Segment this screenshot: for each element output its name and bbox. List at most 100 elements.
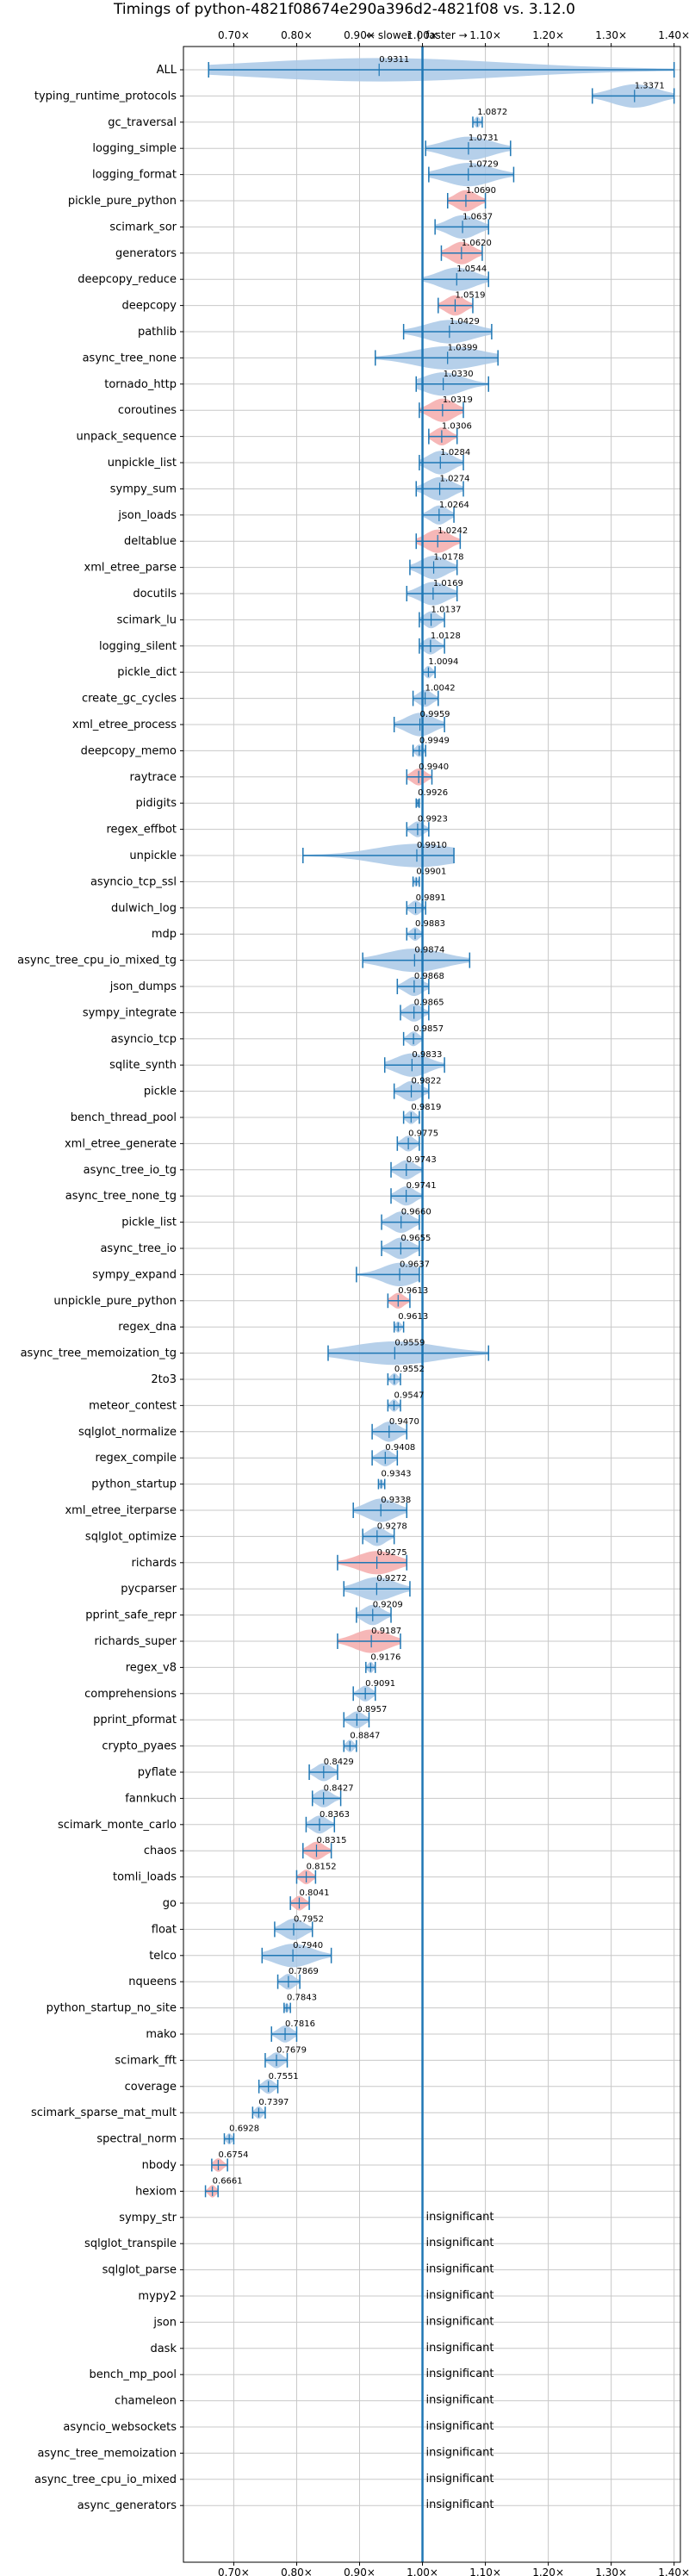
benchmark-label: async_tree_cpu_io_mixed <box>34 2473 177 2486</box>
value-label: 1.0620 <box>462 239 492 248</box>
value-labels: 0.9311 1.3371 1.0872 1.0731 1.0729 1.0690 1.06… <box>213 55 665 2511</box>
direction-indicator: ← slower | faster → <box>366 29 468 41</box>
benchmark-label: xml_etree_process <box>72 719 177 731</box>
insignificant-label: insignificant <box>426 2368 494 2380</box>
benchmark-label: go <box>163 1897 177 1910</box>
benchmark-label: python_startup <box>91 1478 177 1491</box>
benchmark-label: pprint_safe_repr <box>85 1609 177 1622</box>
benchmark-label: tornado_http <box>104 378 177 391</box>
insignificant-label: insignificant <box>426 2498 494 2511</box>
benchmark-label: json_dumps <box>109 980 177 993</box>
benchmark-label: pycparser <box>121 1583 177 1596</box>
benchmark-label: float <box>152 1923 177 1936</box>
benchmark-label: unpickle <box>129 849 177 862</box>
value-label: 0.8152 <box>307 1863 337 1872</box>
benchmark-label: pathlib <box>138 326 177 339</box>
x-tick-label-top: 1.20× <box>532 29 564 41</box>
benchmark-label: async_tree_io <box>100 1242 177 1255</box>
value-label: 0.9343 <box>382 1470 412 1479</box>
value-label: 0.9959 <box>420 710 450 719</box>
value-label: 1.0169 <box>433 579 463 588</box>
benchmark-label: regex_v8 <box>126 1661 177 1674</box>
benchmark-label: coroutines <box>118 404 177 417</box>
benchmark-label: scimark_lu <box>117 613 177 626</box>
value-label: 1.0399 <box>448 343 478 352</box>
insignificant-label: insignificant <box>426 2263 494 2276</box>
benchmark-label: async_tree_cpu_io_mixed_tg <box>17 955 177 968</box>
chart-title: Timings of python-4821f08674e290a396d2-4… <box>113 1 575 18</box>
value-label: 0.9883 <box>415 919 445 929</box>
value-label: 1.0042 <box>425 684 456 694</box>
x-tick-label-top: 1.10× <box>469 29 501 41</box>
value-label: 0.9187 <box>371 1627 401 1636</box>
value-label: 0.9949 <box>419 736 450 745</box>
insignificant-label: insignificant <box>426 2420 494 2433</box>
benchmark-label: unpickle_pure_python <box>53 1295 177 1308</box>
value-label: 0.9926 <box>418 788 448 798</box>
value-label: 0.9857 <box>413 1024 444 1034</box>
value-label: 0.9613 <box>398 1286 428 1296</box>
value-label: 0.9891 <box>416 893 446 903</box>
insignificant-label: insignificant <box>426 2473 494 2486</box>
value-label: 1.0128 <box>431 632 461 641</box>
value-label: 0.8957 <box>357 1705 387 1714</box>
x-tick-label-bottom: 1.30× <box>595 2567 627 2576</box>
x-tick-label-bottom: 0.80× <box>281 2567 313 2576</box>
benchmark-label: async_tree_none_tg <box>65 1190 177 1203</box>
benchmark-label: sqlglot_transpile <box>84 2237 177 2250</box>
benchmark-label: scimark_sparse_mat_mult <box>31 2106 177 2119</box>
x-tick-label-bottom: 1.40× <box>658 2567 689 2576</box>
value-label: 0.9275 <box>377 1548 407 1558</box>
value-label: 1.0137 <box>431 605 462 614</box>
value-label: 1.0306 <box>442 422 472 432</box>
benchmark-label: pprint_pformat <box>93 1714 177 1727</box>
x-tick-label-top: 1.30× <box>595 29 627 41</box>
benchmark-label: unpickle_list <box>108 457 177 470</box>
benchmark-label: create_gc_cycles <box>82 693 177 706</box>
value-label: 0.7952 <box>294 1914 324 1924</box>
benchmark-label: json_loads <box>117 509 177 522</box>
benchmark-label: chaos <box>144 1845 177 1857</box>
value-label: 0.7679 <box>276 2045 307 2055</box>
value-label: 0.7816 <box>285 2019 315 2029</box>
value-label: 0.9272 <box>376 1574 407 1584</box>
benchmark-label: deepcopy <box>121 300 177 313</box>
value-label: 0.8429 <box>324 1758 354 1767</box>
value-label: 1.0731 <box>469 134 499 143</box>
value-label: 1.3371 <box>635 81 665 90</box>
x-tick-label-top: 0.90× <box>344 29 376 41</box>
insignificant-label: insignificant <box>426 2315 494 2328</box>
value-label: 0.9865 <box>414 998 444 1007</box>
value-label: 0.9278 <box>377 1521 407 1531</box>
benchmark-label: asyncio_tcp <box>111 1033 177 1046</box>
benchmark-label: asyncio_websockets <box>63 2421 177 2434</box>
value-label: 1.0519 <box>455 291 485 301</box>
benchmark-label: pickle_pure_python <box>68 195 177 208</box>
value-label: 0.9868 <box>414 972 444 981</box>
benchmark-label: meteor_contest <box>89 1399 177 1412</box>
benchmark-label: deepcopy_reduce <box>78 273 177 286</box>
value-label: 1.0242 <box>438 526 468 536</box>
value-label: 0.7551 <box>269 2072 299 2081</box>
value-label: 0.9923 <box>418 815 448 824</box>
value-label: 0.6754 <box>218 2150 248 2160</box>
direction-separator: | <box>417 29 420 41</box>
value-label: 0.8847 <box>350 1732 380 1741</box>
insignificant-label: insignificant <box>426 2394 494 2407</box>
value-label: 0.9547 <box>394 1391 424 1400</box>
benchmark-label: gc_traversal <box>108 116 177 129</box>
benchmark-label: sympy_str <box>119 2212 177 2224</box>
plot-frame <box>183 46 681 2563</box>
value-label: 1.0178 <box>434 553 464 563</box>
benchmark-label: pyflate <box>138 1766 177 1779</box>
benchmark-label: logging_simple <box>92 142 177 155</box>
benchmark-label: logging_format <box>92 169 177 182</box>
benchmark-label: mako <box>146 2028 177 2041</box>
benchmark-label: xml_etree_iterparse <box>65 1504 177 1517</box>
benchmark-label: sympy_expand <box>92 1268 177 1281</box>
value-label: 0.8041 <box>299 1888 329 1898</box>
benchmark-label: bench_thread_pool <box>71 1111 177 1124</box>
benchmark-label: pickle_dict <box>117 666 177 679</box>
benchmark-label: dask <box>150 2343 177 2355</box>
